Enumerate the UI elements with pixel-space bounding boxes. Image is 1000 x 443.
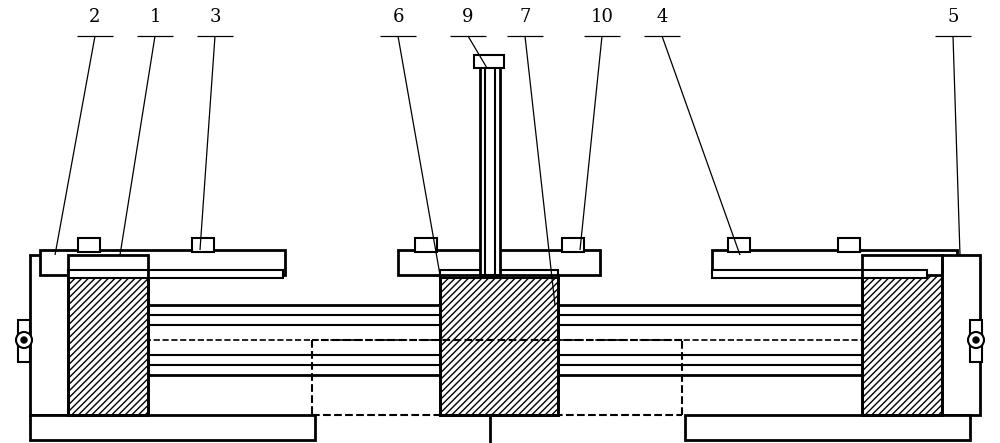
Bar xyxy=(685,415,970,440)
Bar xyxy=(18,320,30,362)
Bar xyxy=(40,250,285,275)
Bar xyxy=(838,238,860,252)
Bar xyxy=(862,255,942,415)
Bar xyxy=(562,238,584,252)
Text: 10: 10 xyxy=(590,8,614,26)
Bar xyxy=(192,238,214,252)
Text: 3: 3 xyxy=(209,8,221,26)
Bar xyxy=(970,320,982,362)
Bar xyxy=(398,250,600,275)
Bar xyxy=(440,275,558,415)
Bar xyxy=(862,255,942,415)
Circle shape xyxy=(968,332,984,348)
Text: 7: 7 xyxy=(519,8,531,26)
Bar xyxy=(78,238,100,252)
Circle shape xyxy=(973,337,979,343)
Bar xyxy=(440,275,558,415)
Bar xyxy=(440,270,558,278)
Bar xyxy=(68,255,148,415)
Text: 4: 4 xyxy=(656,8,668,26)
Bar xyxy=(30,415,315,440)
Bar xyxy=(712,270,927,278)
Text: 6: 6 xyxy=(392,8,404,26)
Bar xyxy=(728,238,750,252)
Text: 9: 9 xyxy=(462,8,474,26)
Bar xyxy=(942,255,980,415)
Bar xyxy=(68,270,283,278)
Bar xyxy=(485,60,495,275)
Bar xyxy=(474,55,504,68)
Bar xyxy=(480,60,500,275)
Text: 5: 5 xyxy=(947,8,959,26)
Text: 2: 2 xyxy=(89,8,101,26)
Circle shape xyxy=(21,337,27,343)
Bar xyxy=(68,255,148,415)
Bar xyxy=(415,238,437,252)
Bar xyxy=(712,250,957,275)
Bar xyxy=(30,255,68,415)
Text: 1: 1 xyxy=(149,8,161,26)
Circle shape xyxy=(16,332,32,348)
